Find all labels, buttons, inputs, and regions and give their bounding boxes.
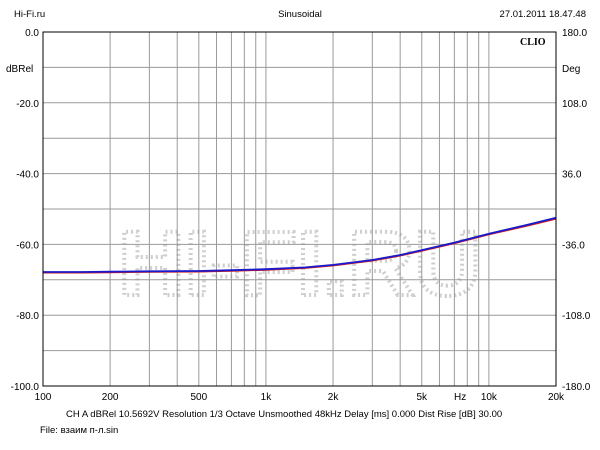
- y2-tick-label: -108.0: [562, 311, 591, 322]
- y2-tick-label: 36.0: [562, 170, 582, 181]
- grid: [43, 32, 556, 386]
- x-tick-label: 2k: [328, 392, 340, 403]
- plot-frame: [42, 31, 557, 387]
- watermark-text: HI-FI.RU: [118, 213, 481, 315]
- watermark: HI-FI.RU: [116, 211, 483, 317]
- x-tick-label: 10k: [481, 392, 498, 403]
- x-tick-label: 5k: [416, 392, 428, 403]
- x-tick-label: 1k: [261, 392, 273, 403]
- measurement-settings: CH A dBRel 10.5692V Resolution 1/3 Octav…: [66, 409, 503, 420]
- y-axis-label: dBRel: [6, 64, 33, 75]
- y-tick-label: -60.0: [16, 240, 39, 251]
- y2-axis-label: Deg: [562, 64, 580, 75]
- series-layer: [43, 216, 557, 274]
- x-axis-ticks: 100 200 500 1k 2k 5k 10k 20k: [35, 392, 565, 403]
- x-tick-label: 100: [35, 392, 52, 403]
- measurement-title: Sinusoidal: [278, 9, 322, 20]
- series-line-2: [43, 216, 557, 273]
- y2-tick-label: 108.0: [562, 99, 587, 110]
- y2-tick-label: -180.0: [562, 382, 591, 393]
- x-tick-label: 20k: [548, 392, 565, 403]
- clio-logo: CLIO: [520, 37, 546, 48]
- x-tick-label: 200: [102, 392, 119, 403]
- y2-tick-label: -36.0: [562, 240, 585, 251]
- y-tick-label: -20.0: [16, 99, 39, 110]
- file-name: File: взаим п-л.sin: [40, 425, 119, 436]
- y2-axis-ticks: 180.0 108.0 36.0 -36.0 -108.0 -180.0: [562, 28, 591, 393]
- y-tick-label: -80.0: [16, 311, 39, 322]
- y-tick-label: -40.0: [16, 170, 39, 181]
- y-tick-label: 0.0: [25, 28, 39, 39]
- y-tick-label: -100.0: [11, 382, 40, 393]
- timestamp: 27.01.2011 18.47.48: [499, 9, 586, 20]
- app-name: Hi-Fi.ru: [14, 9, 46, 20]
- y2-tick-label: 180.0: [562, 28, 587, 39]
- x-axis-unit: Hz: [454, 392, 466, 403]
- y-axis-ticks: 0.0 -20.0 -40.0 -60.0 -80.0 -100.0: [11, 28, 40, 393]
- x-tick-label: 500: [190, 392, 207, 403]
